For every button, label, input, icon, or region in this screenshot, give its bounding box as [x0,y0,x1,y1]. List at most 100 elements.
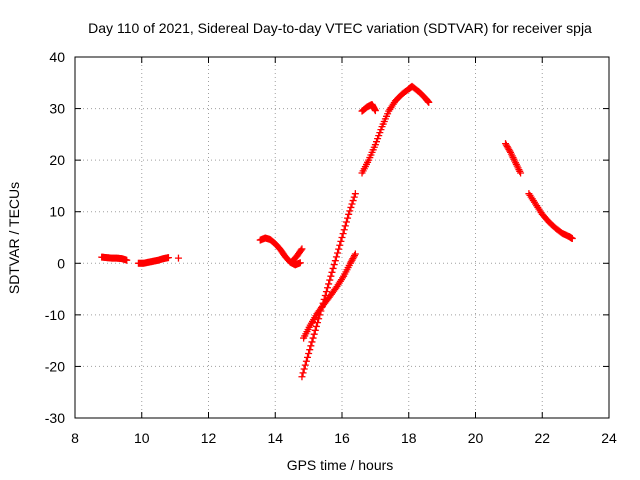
data-point [350,253,358,261]
plot-frame [74,56,610,419]
data-point [314,319,322,327]
data-point [348,200,356,208]
y-tick-label: 0 [57,255,65,271]
data-point [348,256,356,264]
data-point [328,268,336,276]
y-tick-label: 30 [49,101,65,117]
data-point [331,257,339,265]
y-tick-label: 10 [49,204,65,220]
data-point [342,218,350,226]
grid [75,57,609,418]
x-tick-label: 8 [71,430,79,446]
data-point [346,259,354,267]
data-segment [174,254,182,262]
data-point [372,138,380,146]
data-point [376,129,384,137]
y-tick-label: -30 [45,410,65,426]
data-point [336,241,344,249]
data-point [347,258,355,266]
data-point [568,235,576,243]
data-point [327,272,335,280]
data-point [375,132,383,140]
data-point [298,245,306,253]
data-point [305,350,313,358]
data-point [330,261,338,269]
data-point [322,288,330,296]
data-point [351,252,359,260]
data-point [308,338,316,346]
data-point [337,237,345,245]
x-tick-label: 16 [334,430,350,446]
data-segment [134,254,172,267]
y-tick-label: -20 [45,358,65,374]
data-point [517,169,525,177]
y-tick-label: 40 [49,49,65,65]
data-point [309,334,317,342]
data-point [345,210,353,218]
data-point [301,361,309,369]
data-point [300,365,308,373]
data-point [506,147,514,155]
data-point [351,250,359,258]
data-segment [298,190,359,381]
data-point [164,254,172,262]
data-point [371,107,379,115]
x-tick-label: 14 [267,430,283,446]
data-point [347,203,355,211]
data-segment [358,82,433,177]
data-point [298,373,306,381]
data-segment [300,250,359,342]
x-tick-label: 18 [401,430,417,446]
y-tick-label: 20 [49,152,65,168]
x-tick-label: 22 [534,430,550,446]
data-point [339,230,347,238]
x-tick-label: 10 [134,430,150,446]
data-point [371,141,379,149]
data-point [311,326,319,334]
x-tick-label: 24 [601,430,617,446]
data-point [335,245,343,253]
data-point [326,276,334,284]
data-point [302,357,310,365]
y-tick-label: -10 [45,307,65,323]
y-axis-label: SDTVAR / TECUs [6,182,22,294]
data-segment [358,100,379,115]
data-point [377,126,385,134]
data-point [346,207,354,215]
data-point [299,369,307,377]
data-point [307,342,315,350]
data-point [349,255,357,263]
data-points [98,82,576,381]
data-point [334,249,342,257]
data-point [174,254,182,262]
data-point [374,135,382,143]
data-point [351,190,359,198]
data-point [296,259,304,267]
x-axis-label: GPS time / hours [287,457,394,473]
data-point [306,346,314,354]
data-point [341,222,349,230]
data-point [312,322,320,330]
data-point [324,284,332,292]
data-segment [288,245,306,266]
data-segment [525,190,576,243]
data-point [332,253,340,261]
data-point [349,197,357,205]
data-point [310,330,318,338]
data-point [297,246,305,254]
x-tick-label: 12 [201,430,217,446]
data-point [304,353,312,361]
chart-title: Day 110 of 2021, Sidereal Day-to-day VTE… [88,20,592,36]
data-point [329,264,337,272]
data-point [325,280,333,288]
data-point [123,256,131,264]
data-point [425,98,433,106]
data-segment [98,253,131,264]
data-point [344,214,352,222]
data-segment [502,140,525,177]
x-tick-label: 20 [468,430,484,446]
data-point [350,193,358,201]
data-point [338,234,346,241]
data-point [340,226,348,234]
